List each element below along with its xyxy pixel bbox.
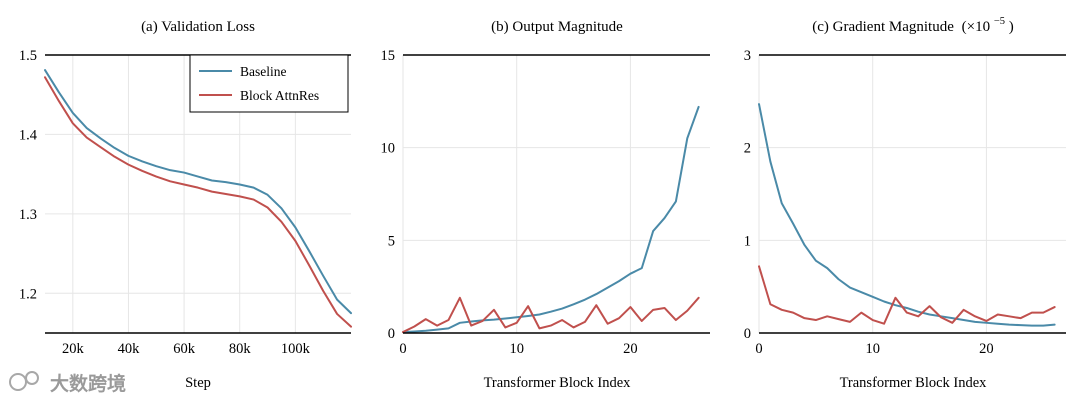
- series-line-block-attnres: [402, 296, 700, 334]
- legend-box: [189, 54, 349, 113]
- y-tick-label: 0: [744, 326, 751, 342]
- y-tick-label: 2: [744, 141, 751, 157]
- x-tick-label: 10: [865, 341, 880, 357]
- y-tick-label: 1.3: [19, 207, 37, 223]
- series-line-block-attnres: [758, 265, 1056, 325]
- series-line-baseline: [44, 69, 352, 315]
- y-tick-label: 0: [388, 326, 395, 342]
- series-line-baseline: [758, 103, 1056, 327]
- x-axis-label: Transformer Block Index: [840, 375, 988, 391]
- x-tick-label: 20: [623, 341, 638, 357]
- chart-title-unit: (×10: [962, 19, 990, 35]
- chart-title: (c) Gradient Magnitude: [812, 19, 954, 35]
- y-tick-label: 10: [381, 141, 396, 157]
- y-tick-label: 15: [381, 48, 396, 64]
- chart-title-exponent: −5: [994, 16, 1005, 27]
- y-tick-label: 1.5: [19, 48, 37, 64]
- legend-label-baseline: Baseline: [240, 64, 287, 79]
- watermark: 大数跨境: [9, 371, 126, 395]
- x-tick-label: 20: [979, 341, 994, 357]
- chart-title: (b) Output Magnitude: [491, 19, 623, 35]
- y-tick-label: 1: [744, 233, 751, 249]
- y-tick-label: 5: [388, 233, 395, 249]
- y-tick-label: 1.2: [19, 286, 37, 302]
- panel-gradient-magnitude: (c) Gradient Magnitude (×10 −5 ) Transfo…: [744, 12, 1066, 391]
- chart-title: (a) Validation Loss: [141, 19, 255, 35]
- chart-title-group: (c) Gradient Magnitude (×10 −5 ): [812, 12, 1014, 35]
- x-tick-label: 60k: [173, 341, 196, 357]
- x-tick-label: 0: [755, 341, 762, 357]
- panel-output-magnitude: (b) Output Magnitude Transformer Block I…: [381, 19, 710, 391]
- x-tick-label: 10: [509, 341, 524, 357]
- x-tick-label: 0: [399, 341, 406, 357]
- x-axis-label: Transformer Block Index: [484, 375, 632, 391]
- watermark-logo-icon: [9, 373, 27, 391]
- watermark-logo-icon-secondary: [25, 371, 39, 385]
- series-line-baseline: [402, 105, 700, 334]
- x-tick-label: 20k: [62, 341, 85, 357]
- series-line-block-attnres: [44, 76, 352, 328]
- y-tick-label: 1.4: [19, 127, 38, 143]
- legend-label-block-attnres: Block AttnRes: [240, 88, 319, 103]
- y-tick-label: 3: [744, 48, 751, 64]
- x-axis-label: Step: [185, 375, 211, 391]
- chart-title-close: ): [1009, 19, 1014, 35]
- x-tick-label: 40k: [118, 341, 141, 357]
- watermark-text: 大数跨境: [50, 372, 126, 395]
- x-tick-label: 80k: [229, 341, 252, 357]
- panel-validation-loss: (a) Validation Loss Step 20k 40k 60k 80k 100…: [19, 19, 352, 391]
- legend: Baseline Block AttnRes: [189, 54, 349, 113]
- x-tick-label: 100k: [281, 341, 311, 357]
